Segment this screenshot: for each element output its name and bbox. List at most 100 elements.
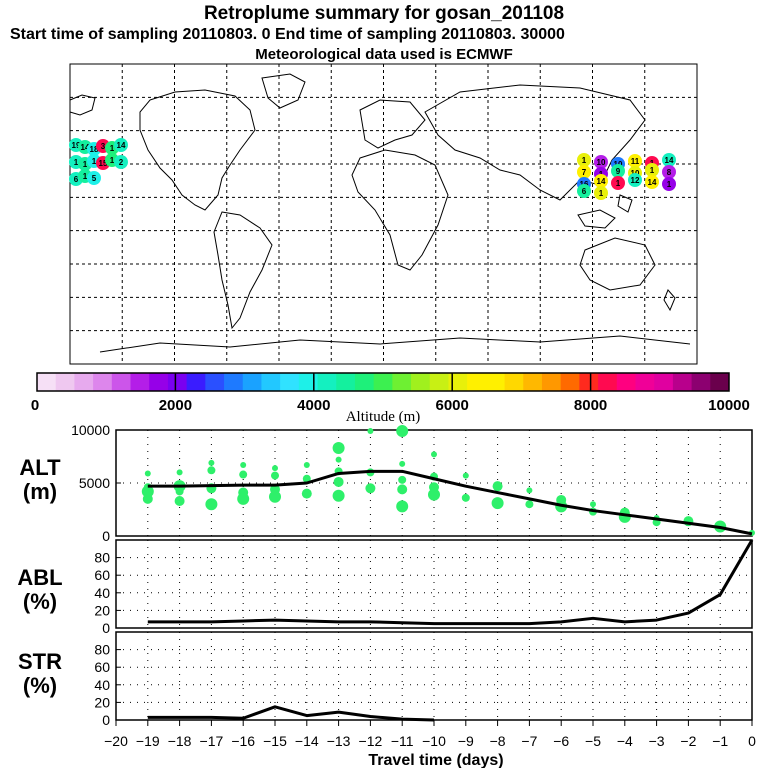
scatter-point: [428, 488, 440, 501]
plume-marker: [628, 154, 642, 168]
colorbar-swatch: [392, 373, 412, 391]
scatter-point: [399, 460, 406, 467]
x-tick-label: 0: [748, 733, 756, 749]
x-tick-label: −8: [490, 733, 506, 749]
y-tick-label: 80: [94, 550, 110, 566]
colorbar-swatch: [111, 373, 132, 391]
plume-marker-label: 14: [117, 141, 126, 150]
abl-ylabel: ABL (%): [8, 566, 72, 614]
x-tick-label: −19: [136, 733, 160, 749]
x-axis: −20 −19 −18 −17 −16 −15 −14 −13 −12 −11 −10 −9 −8 −7−…: [104, 720, 756, 768]
colorbar-swatch: [672, 373, 693, 391]
plume-marker-label: 6: [582, 187, 587, 196]
x-tick-label: −9: [458, 733, 474, 749]
colorbar-tick-label: 6000: [436, 397, 469, 414]
scatter-point: [303, 461, 310, 468]
scatter-point: [332, 489, 345, 502]
scatter-point: [237, 492, 250, 505]
y-tick-label: 60: [94, 567, 110, 583]
y-tick-label: 0: [102, 712, 110, 728]
x-tick-label: −14: [295, 733, 319, 749]
colorbar-swatch: [205, 373, 225, 391]
colorbar: 0 2000 4000 6000 8000 10000 Altitude (m): [31, 372, 750, 425]
x-tick-label: −4: [617, 733, 633, 749]
scatter-point: [272, 465, 278, 472]
plume-marker-label: 14: [665, 156, 674, 165]
scatter-point: [396, 425, 409, 438]
plume-marker-label: 1: [616, 179, 621, 188]
plume-marker-label: 1: [83, 160, 88, 169]
scatter-point: [302, 474, 311, 483]
scatter-point: [367, 428, 374, 435]
scatter-point: [431, 451, 437, 458]
y-tick-label: 40: [94, 585, 110, 601]
plume-marker-label: 1: [110, 156, 115, 165]
scatter-point: [398, 475, 407, 484]
scatter-point: [240, 461, 247, 468]
x-tick-label: −7: [521, 733, 537, 749]
colorbar-swatch: [55, 373, 75, 391]
colorbar-swatch: [523, 373, 543, 391]
plume-marker-label: 11: [631, 157, 640, 166]
scatter-point: [141, 485, 154, 498]
alt-panel: 0 5000 10000: [71, 422, 755, 544]
x-tick-label: −12: [359, 733, 383, 749]
colorbar-swatch: [691, 373, 711, 391]
alt-ylabel: ALT (m): [8, 456, 72, 504]
x-tick-label: −6: [553, 733, 569, 749]
colorbar-tick-label: 4000: [297, 397, 330, 414]
scatter-point: [174, 496, 185, 507]
colorbar-swatch: [654, 373, 674, 391]
plume-marker-label: 1: [582, 156, 587, 165]
scatter-point: [397, 484, 408, 495]
scatter-point: [144, 470, 151, 477]
plume-marker-label: 14: [648, 178, 657, 187]
scatter-point: [525, 500, 534, 509]
plume-marker-label: 1: [667, 180, 672, 189]
plume-marker-label: 18: [90, 145, 99, 154]
scatter-point: [301, 488, 312, 499]
colorbar-swatch: [579, 373, 599, 391]
colorbar-swatch: [635, 373, 655, 391]
x-tick-label: −20: [104, 733, 128, 749]
chart-subtitle: Start time of sampling 20110803. 0 End t…: [10, 26, 565, 43]
scatter-point: [269, 490, 281, 503]
scatter-point: [491, 497, 504, 510]
plume-marker-label: 10: [597, 158, 606, 167]
colorbar-swatch: [411, 373, 431, 391]
plume-marker-label: 5: [92, 174, 97, 183]
abl-ylabel-name: ABL: [17, 565, 63, 590]
colorbar-tick-label: 10000: [708, 397, 750, 414]
plume-marker: [594, 174, 608, 188]
plume-marker: [114, 155, 128, 169]
plume-marker: [662, 165, 676, 179]
colorbar-tick-label: 2000: [159, 397, 192, 414]
plume-marker: [611, 176, 625, 190]
plume-marker-label: 1: [74, 158, 79, 167]
str-ylabel-name: STR: [18, 649, 62, 674]
colorbar-swatch: [317, 373, 337, 391]
x-tick-label: −18: [168, 733, 192, 749]
y-tick-label: 10000: [71, 422, 110, 438]
plume-marker-label: 12: [631, 176, 640, 185]
scatter-point: [365, 483, 376, 494]
scatter-point: [208, 459, 215, 466]
scatter-point: [335, 456, 342, 463]
colorbar-swatch: [429, 373, 449, 391]
y-tick-label: 0: [102, 528, 110, 544]
plume-marker: [611, 164, 625, 178]
plume-marker-label: 1: [110, 144, 115, 153]
y-tick-label: 20: [94, 694, 110, 710]
x-tick-label: −3: [649, 733, 665, 749]
scatter-point: [239, 470, 248, 479]
x-tick-label: −16: [231, 733, 255, 749]
y-tick-label: 60: [94, 659, 110, 675]
world-map: 1914183114111151261511010111147191018161…: [69, 63, 698, 365]
x-tick-label: −5: [585, 733, 601, 749]
colorbar-swatch: [149, 373, 169, 391]
colorbar-swatch: [560, 373, 580, 391]
colorbar-label: Altitude (m): [346, 409, 421, 425]
y-tick-label: 20: [94, 602, 110, 618]
